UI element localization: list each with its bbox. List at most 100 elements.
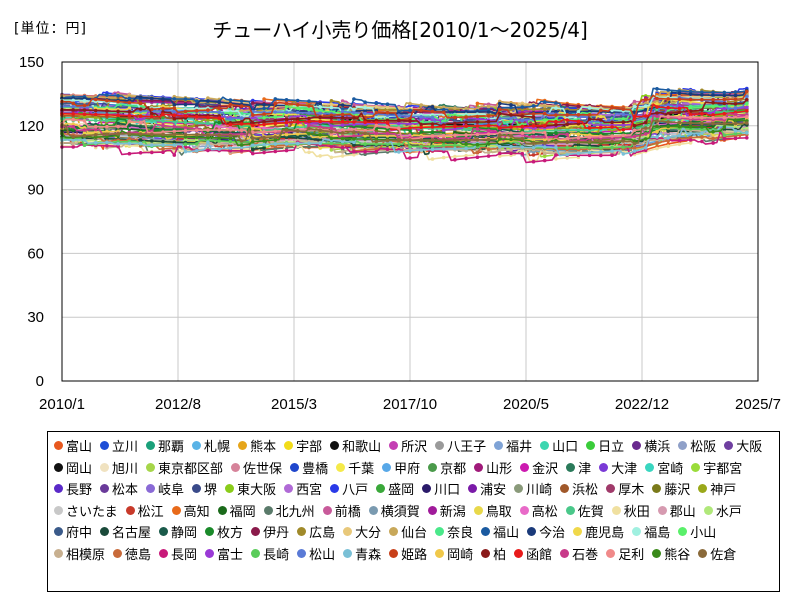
series-point bbox=[531, 107, 536, 111]
series-point bbox=[374, 147, 379, 151]
series-point bbox=[700, 135, 704, 139]
series-point bbox=[262, 146, 266, 150]
series-point bbox=[352, 102, 356, 107]
series-point bbox=[733, 136, 738, 141]
series-point bbox=[509, 151, 513, 156]
series-point bbox=[486, 110, 491, 114]
series-point bbox=[374, 101, 379, 105]
series-point bbox=[531, 153, 536, 157]
series-lines bbox=[60, 86, 749, 164]
series-point bbox=[509, 103, 513, 107]
series-point bbox=[385, 105, 390, 110]
series-point bbox=[295, 98, 300, 103]
series-point bbox=[453, 106, 457, 110]
series-point bbox=[464, 106, 468, 111]
series-point bbox=[733, 93, 738, 98]
series-point bbox=[82, 143, 87, 147]
series-point bbox=[397, 142, 401, 146]
series-point bbox=[172, 153, 177, 157]
series-line bbox=[62, 107, 747, 135]
series-point bbox=[711, 93, 715, 98]
series-point bbox=[722, 136, 727, 141]
series-point bbox=[711, 136, 715, 141]
series-point bbox=[464, 153, 468, 158]
series-point bbox=[722, 104, 727, 108]
series-point bbox=[82, 115, 87, 119]
series-point bbox=[161, 147, 165, 151]
chart-title: チューハイ小売り価格[2010/1～2025/4] bbox=[212, 18, 588, 42]
series-point bbox=[385, 142, 390, 146]
series-point bbox=[262, 126, 266, 130]
series-point bbox=[284, 110, 289, 115]
series-point bbox=[217, 142, 221, 146]
series-point bbox=[599, 145, 603, 150]
series-point bbox=[486, 150, 491, 155]
series-point bbox=[329, 141, 334, 146]
series-point bbox=[352, 108, 356, 112]
series-point bbox=[666, 88, 670, 92]
series-point bbox=[542, 151, 547, 155]
series-point bbox=[486, 104, 491, 109]
series-point bbox=[217, 100, 221, 104]
series-point bbox=[82, 98, 87, 103]
series-point bbox=[329, 99, 334, 103]
series-point bbox=[194, 142, 199, 146]
series-point bbox=[711, 104, 715, 109]
series-point bbox=[172, 97, 177, 101]
series-point bbox=[93, 115, 98, 120]
series-point bbox=[239, 116, 244, 120]
series-point bbox=[194, 99, 199, 103]
series-point bbox=[621, 117, 626, 121]
series-point bbox=[150, 150, 154, 155]
series-point bbox=[127, 137, 132, 141]
series-point bbox=[554, 157, 558, 161]
series-point bbox=[475, 150, 480, 155]
series-point bbox=[363, 106, 367, 110]
series-point bbox=[340, 123, 345, 127]
series-point bbox=[183, 102, 188, 107]
series-point bbox=[408, 156, 412, 160]
series-point bbox=[408, 108, 412, 113]
series-point bbox=[352, 110, 356, 115]
series-point bbox=[138, 138, 143, 143]
series-point bbox=[441, 105, 446, 109]
series-point bbox=[172, 119, 177, 124]
series-point bbox=[419, 103, 424, 107]
series-point bbox=[251, 151, 255, 156]
series-point bbox=[565, 156, 569, 160]
series-point bbox=[228, 98, 233, 102]
series-point bbox=[688, 138, 693, 142]
series-point bbox=[206, 118, 210, 123]
series-point bbox=[284, 98, 289, 102]
series-point bbox=[554, 131, 558, 135]
series-point bbox=[71, 104, 75, 109]
series-point bbox=[520, 128, 525, 133]
series-point bbox=[576, 128, 581, 133]
series-point bbox=[565, 103, 569, 107]
series-point bbox=[486, 154, 491, 158]
series-point bbox=[509, 105, 513, 110]
series-point bbox=[340, 107, 345, 111]
series-point bbox=[251, 116, 255, 120]
series-point bbox=[307, 145, 311, 149]
series-point bbox=[700, 90, 704, 94]
series-point bbox=[206, 148, 210, 153]
series-point bbox=[565, 145, 569, 150]
series-point bbox=[632, 104, 637, 109]
series-point bbox=[419, 130, 424, 134]
unit-label: [単位：円] bbox=[14, 21, 87, 37]
series-point bbox=[498, 151, 502, 156]
series-point bbox=[363, 152, 367, 156]
series-point bbox=[688, 89, 693, 94]
series-point bbox=[430, 144, 435, 149]
series-point bbox=[183, 142, 188, 147]
series-point bbox=[441, 128, 446, 132]
series-point bbox=[385, 147, 390, 151]
series-point bbox=[329, 155, 334, 160]
series-point bbox=[138, 95, 143, 99]
series-point bbox=[733, 90, 738, 94]
series-point bbox=[340, 99, 345, 103]
series-point bbox=[273, 97, 278, 101]
series-point bbox=[430, 115, 435, 120]
series-point bbox=[307, 107, 311, 112]
